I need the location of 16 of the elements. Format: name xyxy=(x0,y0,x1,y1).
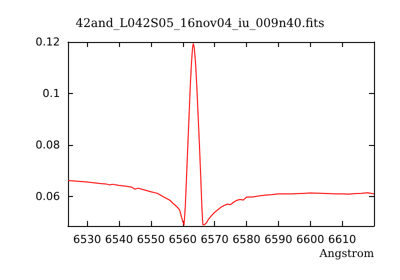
x-tick-label: 6610 xyxy=(328,233,356,246)
y-tick-label: 0.08 xyxy=(36,138,60,152)
y-tick-label: 0.12 xyxy=(36,36,60,48)
x-tick-label: 6580 xyxy=(232,233,260,246)
x-tick-label: 6530 xyxy=(73,233,102,246)
x-tick-label: 6600 xyxy=(296,233,324,246)
x-axis-title: Angstrom xyxy=(318,247,375,260)
y-tick-label: 0.06 xyxy=(36,190,60,203)
x-tick-label: 6540 xyxy=(105,233,133,246)
y-tick-label: 0.1 xyxy=(42,86,60,100)
chart-title: 42and_L042S05_16nov04_iu_009n40.fits xyxy=(76,16,324,30)
x-tick-label: 6590 xyxy=(264,233,292,246)
x-tick-label: 6570 xyxy=(200,233,229,246)
x-tick-label: 6560 xyxy=(168,233,197,246)
x-tick-label: 6550 xyxy=(136,233,165,246)
line-series xyxy=(68,43,374,226)
